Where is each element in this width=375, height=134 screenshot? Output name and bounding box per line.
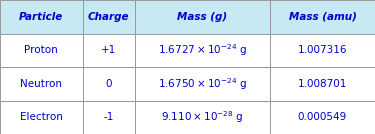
Bar — [0, 100, 82, 134]
Text: $1.6750 \times 10^{-24}$ g: $1.6750 \times 10^{-24}$ g — [158, 76, 247, 92]
Bar — [0, 34, 82, 67]
Bar — [82, 100, 135, 134]
Bar — [270, 100, 375, 134]
Bar — [0, 0, 82, 34]
Text: 1.008701: 1.008701 — [298, 79, 347, 89]
Text: 1.007316: 1.007316 — [298, 45, 347, 55]
Text: Particle: Particle — [19, 12, 63, 22]
Bar — [135, 34, 270, 67]
Text: Mass (amu): Mass (amu) — [289, 12, 356, 22]
Bar — [82, 67, 135, 100]
Text: -1: -1 — [104, 112, 114, 122]
Bar — [0, 67, 82, 100]
Text: +1: +1 — [101, 45, 116, 55]
Bar — [270, 0, 375, 34]
Text: Charge: Charge — [88, 12, 129, 22]
Bar — [270, 67, 375, 100]
Text: Mass (g): Mass (g) — [177, 12, 228, 22]
Bar — [135, 0, 270, 34]
Bar — [270, 34, 375, 67]
Text: 0.000549: 0.000549 — [298, 112, 347, 122]
Bar — [135, 67, 270, 100]
Text: Electron: Electron — [20, 112, 63, 122]
Bar — [82, 34, 135, 67]
Bar — [135, 100, 270, 134]
Text: Proton: Proton — [24, 45, 58, 55]
Text: $1.6727 \times 10^{-24}$ g: $1.6727 \times 10^{-24}$ g — [158, 42, 247, 58]
Text: Neutron: Neutron — [20, 79, 62, 89]
Text: $9.110 \times 10^{-28}$ g: $9.110 \times 10^{-28}$ g — [161, 109, 244, 125]
Text: 0: 0 — [105, 79, 112, 89]
Bar — [82, 0, 135, 34]
